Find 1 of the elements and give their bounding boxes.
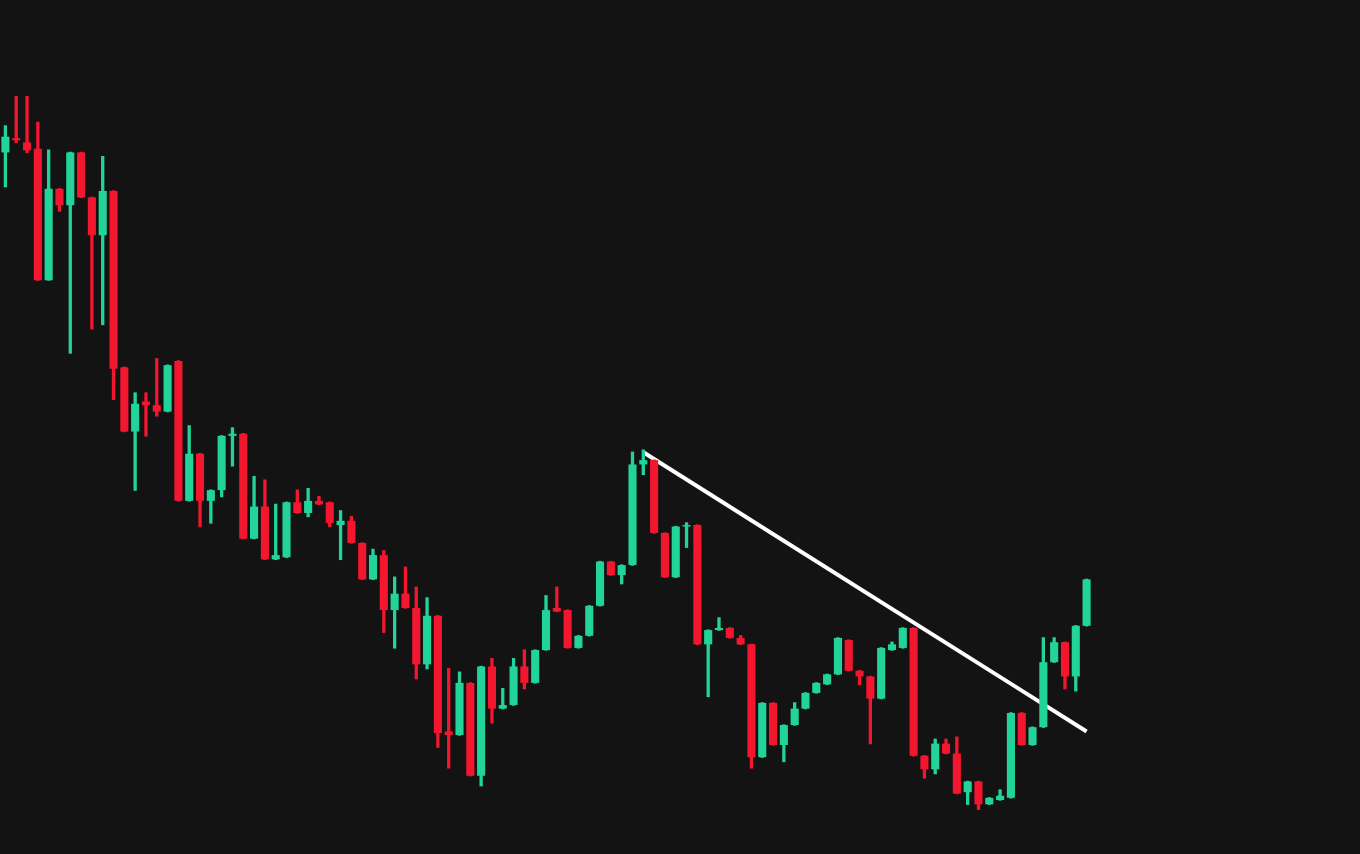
candlestick <box>714 617 724 631</box>
